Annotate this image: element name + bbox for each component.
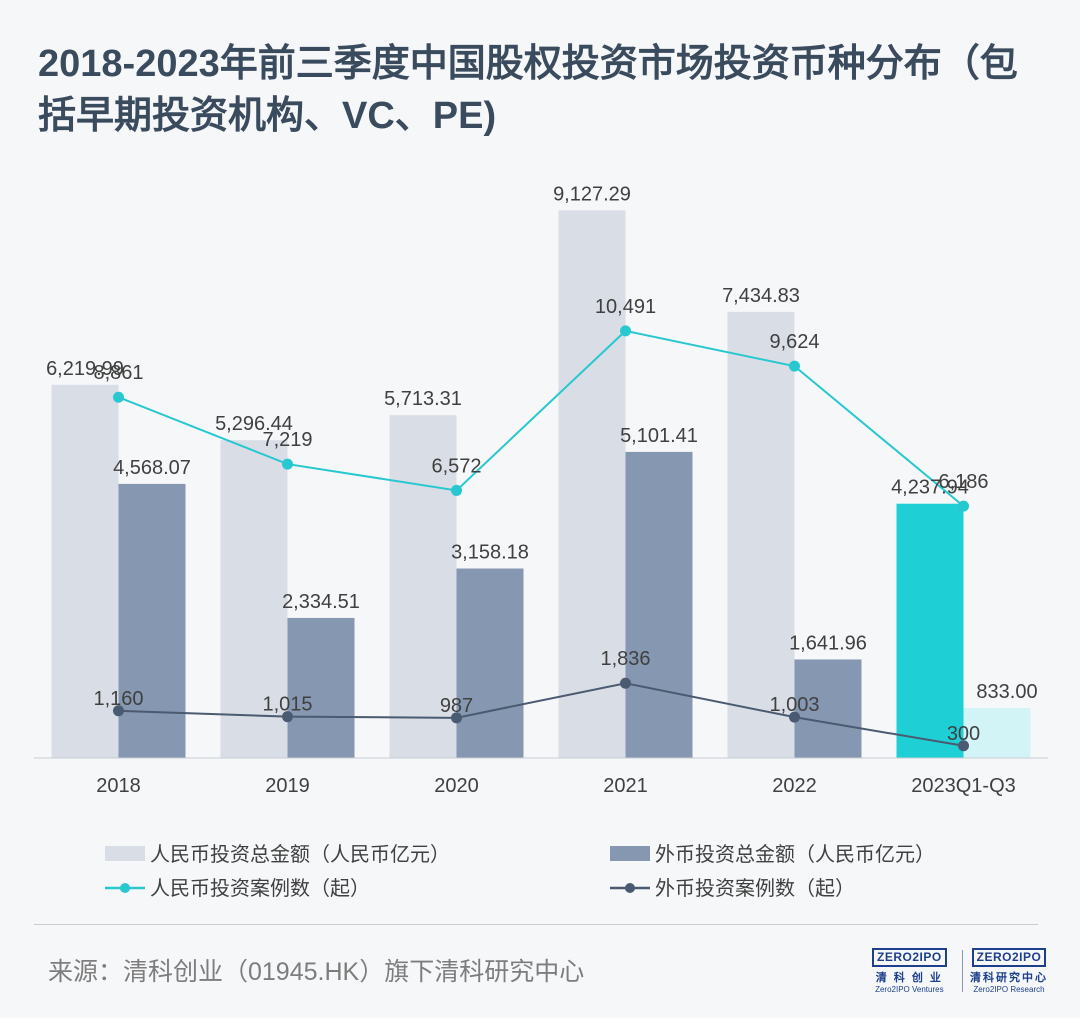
- rmb-cases-point: [451, 484, 462, 496]
- bar-rmb-amount: [389, 415, 457, 758]
- legend-item-4-swatch-marker: [625, 883, 635, 893]
- data-label-fx-amount: 4,568.07: [113, 457, 191, 479]
- bar-rmb-amount: [51, 384, 119, 758]
- fx-cases-line: [118, 682, 964, 747]
- x-tick-label: 2018: [96, 775, 141, 797]
- data-label-fx-amount: 1,641.96: [789, 632, 867, 654]
- bar-fx-amount: [287, 617, 355, 758]
- rmb-cases-point: [113, 391, 124, 403]
- bar-fx-amount: [794, 659, 862, 758]
- data-label-rmb-cases: 6,186: [938, 471, 988, 493]
- x-tick-label: 2019: [265, 775, 310, 797]
- data-label-rmb-cases: 9,624: [769, 331, 819, 353]
- legend-item-4-label: 外币投资案例数（起）: [655, 877, 855, 900]
- data-label-fx-amount: 2,334.51: [282, 591, 360, 613]
- chart-area: 6,219.99 4,568.07 8,861 1,160 2018 5,296.44 2,…: [34, 183, 1048, 900]
- data-label-fx-amount: 3,158.18: [451, 542, 529, 564]
- data-label-fx-cases: 300: [947, 723, 980, 745]
- legend-item-3-label: 人民币投资案例数（起）: [150, 877, 370, 900]
- legend-item-1-swatch: [105, 846, 145, 861]
- bar-fx-amount: [456, 568, 524, 758]
- data-label-rmb-cases: 8,861: [93, 362, 143, 384]
- divider: [34, 924, 1038, 925]
- data-label-fx-cases: 987: [440, 695, 473, 717]
- x-tick-label: 2020: [434, 775, 479, 797]
- fx-cases-point: [282, 711, 293, 723]
- fx-cases-point: [113, 705, 124, 717]
- data-label-fx-cases: 1,015: [262, 694, 312, 716]
- bar-rmb-amount: [220, 440, 288, 758]
- legend-item-3-swatch-marker: [120, 883, 130, 893]
- source-note: 来源：清科创业（01945.HK）旗下清科研究中心: [48, 958, 585, 986]
- rmb-cases-point: [958, 500, 969, 512]
- data-label-rmb-cases: 7,219: [262, 429, 312, 451]
- rmb-cases-point: [620, 325, 631, 337]
- zero2ipo-research-logo: ZERO2IPO 清科研究中心 Zero2IPO Research: [970, 948, 1048, 994]
- x-tick-label: 2021: [603, 775, 648, 797]
- x-tick-label: 2023Q1-Q3: [911, 775, 1016, 797]
- data-label-rmb-amount: 6,219.99: [46, 358, 124, 380]
- rmb-cases-point: [789, 360, 800, 372]
- data-label-rmb-amount: 4,237.94: [891, 477, 969, 499]
- rmb-cases-point: [282, 458, 293, 470]
- data-label-fx-amount: 5,101.41: [620, 425, 698, 447]
- logo-separator: [962, 950, 963, 992]
- bar-fx-amount: [625, 451, 693, 758]
- data-label-rmb-cases: 6,572: [431, 455, 481, 477]
- bar-rmb-amount: [558, 210, 626, 758]
- data-label-rmb-amount: 7,434.83: [722, 285, 800, 307]
- fx-cases-point: [789, 711, 800, 723]
- data-label-fx-cases: 1,836: [600, 648, 650, 670]
- data-label-rmb-amount: 5,296.44: [215, 413, 293, 435]
- data-label-fx-cases: 1,160: [93, 688, 143, 710]
- fx-cases-point: [958, 740, 969, 752]
- data-label-rmb-amount: 9,127.29: [553, 183, 631, 205]
- data-label-rmb-amount: 5,713.31: [384, 388, 462, 410]
- zero2ipo-ventures-logo: ZERO2IPO 清 科 创 业 Zero2IPO Ventures: [872, 948, 947, 994]
- rmb-cases-line: [118, 329, 965, 507]
- data-label-fx-amount: 833.00: [976, 681, 1037, 703]
- chart-title: 2018-2023年前三季度中国股权投资市场投资币种分布（包括早期投资机构、VC…: [38, 43, 1018, 137]
- bar-rmb-amount: [896, 503, 964, 758]
- legend-item-2-swatch: [610, 846, 650, 861]
- data-label-fx-cases: 1,003: [769, 694, 819, 716]
- fx-cases-point: [620, 677, 631, 689]
- bar-rmb-amount: [727, 311, 795, 758]
- fx-cases-point: [451, 712, 462, 724]
- legend-item-2-label: 外币投资总金额（人民币亿元）: [655, 843, 935, 866]
- x-tick-label: 2022: [772, 775, 817, 797]
- bar-fx-amount: [963, 708, 1031, 758]
- data-label-rmb-cases: 10,491: [595, 296, 656, 318]
- bar-fx-amount: [118, 483, 186, 758]
- legend-item-1-label: 人民币投资总金额（人民币亿元）: [150, 843, 450, 866]
